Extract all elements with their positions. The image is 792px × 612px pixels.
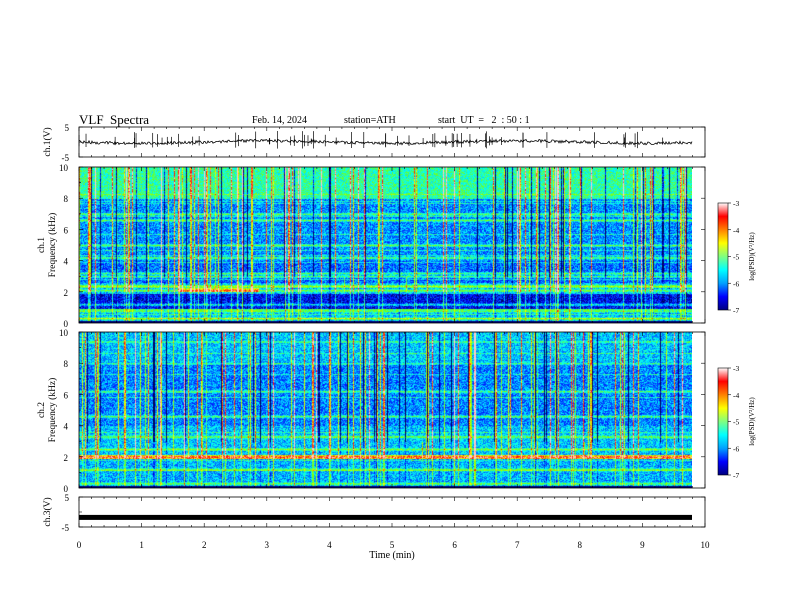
y-tick-label: 5 bbox=[65, 493, 70, 503]
y-tick-label: 6 bbox=[64, 225, 69, 235]
y-tick-label: -5 bbox=[62, 153, 70, 163]
colorbar-label: log(PSD)(V²/Hz) bbox=[748, 232, 756, 281]
y-tick-label: 5 bbox=[65, 123, 70, 133]
colorbar-tick-label: -5 bbox=[733, 418, 739, 427]
y-tick-label: 8 bbox=[64, 194, 69, 204]
y-axis-label: ch.1(V) bbox=[42, 127, 53, 156]
x-axis-label: Time (min) bbox=[369, 550, 414, 561]
colorbar-tick-label: -3 bbox=[733, 199, 739, 208]
date-label: Feb. 14, 2024 bbox=[252, 115, 307, 126]
y-axis-label: ch.1Frequency (kHz) bbox=[37, 213, 58, 278]
colorbar-tick-label: -4 bbox=[733, 391, 739, 400]
x-tick-label: 2 bbox=[202, 540, 207, 550]
panel-frame bbox=[78, 496, 706, 528]
y-axis-label: ch.2Frequency (kHz) bbox=[37, 378, 58, 443]
colorbar-label: log(PSD)(V²/Hz) bbox=[748, 397, 756, 446]
start-ut-label: start UT = 2 : 50 : 1 bbox=[438, 115, 530, 126]
ch3-waveform-line bbox=[79, 514, 692, 520]
x-tick-label: 5 bbox=[390, 540, 395, 550]
colorbar-tick-label: -5 bbox=[733, 253, 739, 262]
colorbar-tick-label: -7 bbox=[733, 471, 739, 480]
y-tick-label: 10 bbox=[59, 163, 69, 173]
x-tick-label: 6 bbox=[452, 540, 457, 550]
x-tick-label: 10 bbox=[701, 540, 711, 550]
colorbar-tick-label: -6 bbox=[733, 444, 739, 453]
x-tick-label: 4 bbox=[327, 540, 332, 550]
x-tick-label: 9 bbox=[640, 540, 645, 550]
x-tick-label: 1 bbox=[139, 540, 144, 550]
colorbar-tick-label: -4 bbox=[733, 226, 739, 235]
panel-frame bbox=[78, 126, 706, 158]
y-tick-label: 0 bbox=[64, 484, 69, 494]
colorbar-gradient bbox=[717, 367, 729, 476]
ch1-spectrogram-image bbox=[79, 167, 692, 323]
ch2-spectrogram-image bbox=[79, 332, 692, 488]
y-tick-label: 4 bbox=[64, 422, 69, 432]
figure-title: VLF Spectra bbox=[79, 112, 150, 127]
colorbar-gradient bbox=[717, 202, 729, 311]
ch1-colorbar: -3 -4 -5 -6 -7 log(PSD)(V²/Hz) bbox=[717, 199, 756, 315]
y-tick-label: 2 bbox=[64, 453, 69, 463]
y-tick-label: 4 bbox=[64, 257, 69, 267]
x-tick-label: 3 bbox=[265, 540, 270, 550]
y-tick-label: 8 bbox=[64, 359, 69, 369]
ch1-waveform-panel: 5 -5 ch.1(V) bbox=[42, 123, 706, 163]
y-tick-label: 10 bbox=[59, 328, 69, 338]
x-tick-label: 8 bbox=[578, 540, 583, 550]
station-label: station=ATH bbox=[344, 115, 396, 126]
y-tick-label: 6 bbox=[64, 390, 69, 400]
colorbar-tick-label: -3 bbox=[733, 364, 739, 373]
ch2-spectrogram-panel: 0 2 4 6 8 10 ch.2Frequency (kHz) bbox=[37, 328, 706, 494]
y-axis-label: ch.3(V) bbox=[42, 497, 53, 526]
x-tick-label: 0 bbox=[77, 540, 82, 550]
y-tick-label: -5 bbox=[62, 523, 70, 533]
ch1-spectrogram-panel: 0 2 4 6 8 10 ch.1Frequency (kHz) bbox=[37, 163, 706, 329]
ch3-waveform-panel: 5 -5 ch.3(V) 0 1 2 3 4 5 6 7 8 9 10 bbox=[42, 493, 710, 550]
colorbar-tick-label: -7 bbox=[733, 306, 739, 315]
y-tick-label: 2 bbox=[64, 288, 69, 298]
colorbar-tick-label: -6 bbox=[733, 279, 739, 288]
x-tick-label: 7 bbox=[515, 540, 520, 550]
ch2-colorbar: -3 -4 -5 -6 -7 log(PSD)(V²/Hz) bbox=[717, 364, 756, 480]
y-tick-label: 0 bbox=[64, 319, 69, 329]
